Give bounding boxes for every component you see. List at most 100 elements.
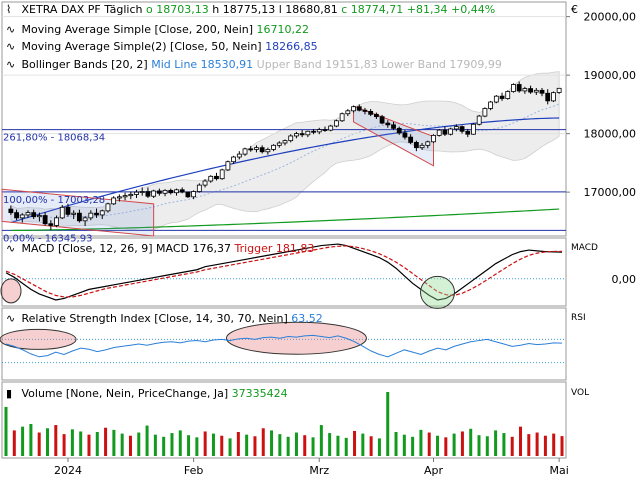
candle-body <box>431 134 436 143</box>
ma50-value: 18266,85 <box>265 40 318 53</box>
ma200-line <box>10 208 560 232</box>
volume-bar <box>278 434 282 456</box>
candle-body <box>236 153 242 158</box>
macd-value: MACD 176,37 <box>156 242 231 255</box>
line-icon: ∿ <box>6 40 16 53</box>
x-tick-label: 2024 <box>54 464 82 477</box>
candle-body <box>162 189 168 194</box>
volume-bar <box>62 434 66 456</box>
candle-body <box>105 203 111 212</box>
line-icon: ∿ <box>6 58 16 71</box>
symbol-label: XETRA DAX PF <box>21 3 101 16</box>
volume-bar <box>502 433 506 456</box>
legend-bollinger: ∿ Bollinger Bands [20, 2] Mid Line 18530… <box>6 58 502 71</box>
candle-body <box>71 212 77 215</box>
volume-bar <box>137 432 141 456</box>
macd-highlight <box>420 275 456 309</box>
macd-legend: ∿ MACD [Close, 12, 26, 9] MACD 176,37 Tr… <box>6 242 314 255</box>
bb-label: Bollinger Bands [20, 2] <box>21 58 148 71</box>
macd-label: MACD [Close, 12, 26, 9] <box>21 242 153 255</box>
volume-bar <box>294 432 298 456</box>
candle-body <box>191 191 197 198</box>
candle-body <box>328 125 334 131</box>
candle-body <box>134 191 139 195</box>
low-value: l 18680,81 <box>278 3 338 16</box>
candle-body <box>94 212 99 216</box>
volume-bar <box>303 435 307 456</box>
candle-body <box>225 161 231 171</box>
high-value: h 18775,13 <box>212 3 276 16</box>
candle-body <box>259 147 265 153</box>
candle-body <box>396 127 402 134</box>
volume-bar <box>519 426 523 456</box>
candle-body <box>116 196 122 199</box>
volume-bar <box>245 434 249 456</box>
candle-body <box>151 190 157 197</box>
candle-body <box>322 129 328 131</box>
candle-body <box>54 217 59 226</box>
line-icon: ∿ <box>6 23 16 36</box>
candle-body <box>379 116 385 124</box>
volume-bar <box>4 406 8 456</box>
candle-body <box>42 215 48 225</box>
candle-body <box>294 133 299 137</box>
candle-body <box>99 210 105 216</box>
candle-body <box>25 212 31 216</box>
candle-body <box>37 215 42 218</box>
rsi-legend: ∿ Relative Strength Index [Close, 14, 30… <box>6 312 323 325</box>
volume-panel <box>4 392 564 456</box>
bb-mid-value: Mid Line 18530,91 <box>151 58 254 71</box>
volume-bar <box>460 431 464 456</box>
ma200-value: 16710,22 <box>256 23 310 36</box>
candle-body <box>122 195 128 198</box>
candle-body <box>533 89 539 93</box>
change-value: +81,34 <box>406 3 448 16</box>
candle-body <box>299 133 305 136</box>
volume-bar <box>344 437 348 456</box>
panel-frame <box>1 307 567 381</box>
volume-bar <box>311 437 315 456</box>
candle-body <box>465 130 471 135</box>
volume-bar <box>319 425 323 456</box>
candle-body <box>539 89 545 94</box>
candle-body <box>168 189 174 194</box>
volume-bar <box>104 427 108 456</box>
volume-bar <box>12 430 16 456</box>
candle-body <box>448 128 454 135</box>
axes: 20000,00 19000,00 18000,00 17000,00 2024 Feb M… <box>54 11 636 477</box>
candle-body <box>31 212 37 218</box>
volume-bar <box>253 436 257 456</box>
volume-bar <box>220 435 224 456</box>
candle-body <box>482 108 488 117</box>
candle-body <box>453 126 459 130</box>
volume-bar <box>187 435 191 456</box>
candle-body <box>476 115 482 125</box>
line-icon: ∿ <box>6 242 16 255</box>
volume-bar <box>543 435 547 456</box>
fib-label: 0,00% - 16345,93 <box>3 233 92 244</box>
trend-channel <box>353 105 434 167</box>
candle-body <box>156 190 162 194</box>
volume-bar <box>527 434 531 456</box>
volume-bar <box>535 432 539 456</box>
rsi-panel <box>0 321 566 364</box>
volume-bar <box>120 433 124 456</box>
close-value: c 18774,71 <box>341 3 404 16</box>
candle-body <box>145 191 151 197</box>
volume-bar <box>37 432 41 456</box>
volume-bar <box>228 438 232 456</box>
candle-body <box>82 217 88 222</box>
volume-bar <box>469 428 473 456</box>
candle-body <box>88 212 94 219</box>
bb-upper-value: Upper Band 19151,83 <box>256 58 378 71</box>
volume-bar <box>79 431 83 456</box>
candle-body <box>76 212 82 222</box>
volume-bar <box>195 437 199 456</box>
candle-body <box>174 189 179 194</box>
candle-body <box>522 88 528 92</box>
y-tick-label: 17000,00 <box>584 186 637 199</box>
candle-body <box>111 197 117 205</box>
candle-body <box>139 191 145 193</box>
candle-body <box>545 92 551 102</box>
macd-line <box>5 243 563 301</box>
